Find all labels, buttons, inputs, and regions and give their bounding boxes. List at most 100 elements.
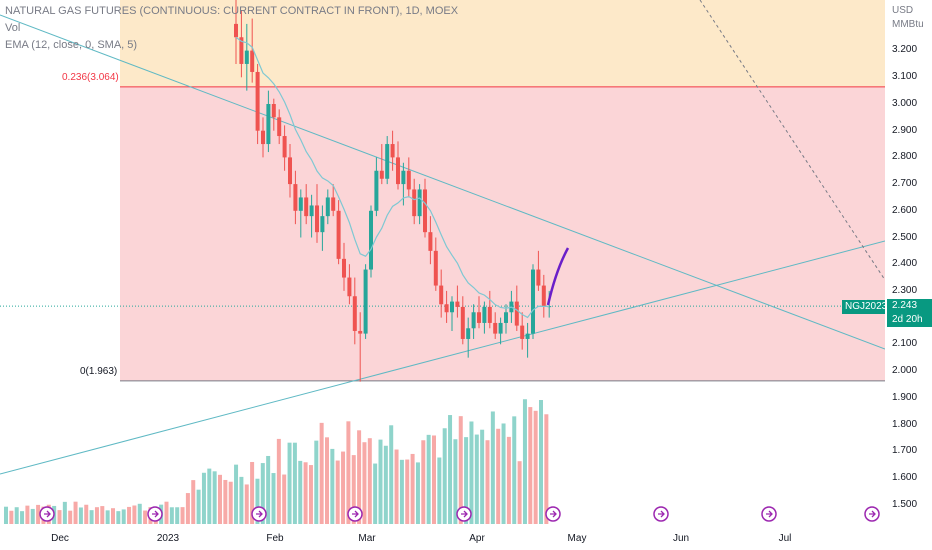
volume-bar (94, 507, 99, 524)
candle-body (406, 170, 411, 190)
candle-body (401, 170, 406, 185)
candle-body (261, 130, 265, 145)
volume-bar (196, 489, 201, 524)
volume-bar (228, 481, 233, 524)
candle-body (293, 184, 298, 211)
volume-bar (68, 510, 73, 524)
price-tick: 2.400 (892, 258, 918, 269)
dividend-arrow-icon[interactable] (39, 506, 55, 522)
volume-bar (341, 451, 346, 524)
volume-bar (373, 463, 378, 524)
volume-bar (330, 448, 335, 524)
ticker-badge: NGJ2023 (842, 300, 885, 314)
volume-bar (282, 474, 287, 524)
candle-body (266, 104, 271, 145)
volume-bar (287, 442, 292, 524)
volume-bar (501, 423, 506, 524)
dividend-arrow-icon[interactable] (653, 506, 669, 522)
fib-zone-lower (120, 86, 885, 381)
candle-body (234, 23, 238, 38)
candle-body (455, 301, 460, 307)
price-tick: 2.700 (892, 178, 918, 189)
volume-bar (378, 439, 383, 524)
bar-countdown-badge: 2d 20h (887, 313, 932, 327)
dividend-arrow-icon[interactable] (251, 506, 267, 522)
price-tick: 3.100 (892, 71, 918, 82)
fib-level-236-label: 0.236(3.064) (62, 72, 119, 83)
time-tick: Dec (51, 533, 69, 544)
candle-body (244, 50, 249, 64)
candle-body (277, 117, 282, 137)
volume-bar (132, 505, 137, 524)
volume-bar (474, 434, 479, 524)
volume-bar (405, 459, 410, 524)
volume-bar (143, 510, 148, 524)
volume-bar (30, 508, 35, 524)
fib-level-0-label: 0(1.963) (80, 366, 118, 377)
time-tick: May (567, 533, 587, 544)
candle-body (428, 232, 433, 251)
candle-body (536, 269, 541, 286)
volume-bar (57, 510, 62, 524)
volume-bar (335, 460, 340, 524)
volume-bar (266, 455, 271, 524)
volume-bar (201, 472, 206, 524)
volume-bar (207, 468, 212, 524)
candle-body (315, 205, 319, 233)
candle-body (374, 170, 379, 211)
volume-bar (105, 510, 110, 524)
time-axis[interactable]: Dec 2023 Feb Mar Apr May Jun Jul (0, 527, 932, 550)
dividend-arrow-icon[interactable] (545, 506, 561, 522)
volume-bar (36, 504, 41, 524)
volume-bar (485, 440, 490, 524)
candle-body (347, 277, 352, 297)
candle-body (417, 189, 422, 217)
candle-body (358, 330, 363, 334)
ema-line (235, 36, 550, 319)
volume-bar (512, 416, 517, 524)
volume-bar (260, 463, 265, 524)
candle-body (487, 306, 492, 323)
volume-bar (432, 435, 436, 524)
candle-body (282, 136, 287, 158)
volume-bar (458, 416, 463, 524)
candle-body (379, 170, 384, 179)
candle-body (309, 205, 314, 217)
price-tick: 1.800 (892, 419, 918, 430)
price-chart[interactable] (0, 0, 885, 527)
candle-body (320, 216, 325, 233)
ascending-trendline (0, 240, 885, 475)
descending-trendline (0, 14, 885, 350)
price-tick: 1.700 (892, 445, 918, 456)
candle-body (369, 210, 373, 270)
dividend-arrow-icon[interactable] (147, 506, 163, 522)
chart-pane[interactable]: NATURAL GAS FUTURES (CONTINUOUS: CURRENT… (0, 0, 885, 527)
volume-bar (276, 438, 281, 524)
time-tick: Feb (266, 533, 284, 544)
projection-line (699, 0, 885, 281)
candle-body (390, 144, 395, 158)
volume-bar (528, 407, 533, 524)
volume-bar (164, 501, 169, 524)
volume-bar (137, 503, 142, 524)
dividend-arrow-icon[interactable] (347, 506, 363, 522)
candle-body (255, 71, 260, 131)
volume-bar (271, 473, 276, 524)
candle-body (396, 157, 400, 185)
candle-body (460, 306, 465, 339)
candle-body (498, 322, 503, 334)
price-axis[interactable]: USD MMBtu 3.200 3.100 3.000 2.900 2.800 2.700… (885, 0, 932, 527)
candle-body (412, 189, 417, 217)
time-tick: Jun (672, 533, 690, 544)
volume-bar (218, 474, 222, 524)
volume-bar (448, 415, 453, 524)
dividend-arrow-icon[interactable] (864, 506, 880, 522)
candle-body (423, 189, 427, 233)
volume-bar (234, 464, 239, 524)
volume-bar (399, 459, 404, 524)
candle-body (493, 322, 498, 334)
volume-bar (410, 453, 415, 524)
volume-bar (469, 421, 474, 524)
dividend-arrow-icon[interactable] (761, 506, 777, 522)
dividend-arrow-icon[interactable] (456, 506, 472, 522)
